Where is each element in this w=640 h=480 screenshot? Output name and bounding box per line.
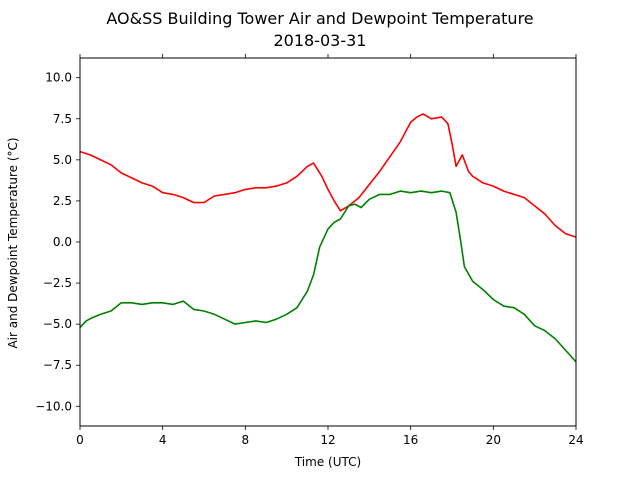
x-tick-label: 0 — [76, 433, 84, 447]
plot-frame — [79, 57, 577, 427]
x-tick-label: 16 — [403, 433, 418, 447]
chart-title: AO&SS Building Tower Air and Dewpoint Te… — [106, 9, 533, 28]
x-tick-label: 12 — [320, 433, 335, 447]
y-tick-label: 5.0 — [53, 153, 72, 167]
plot-area: 0 4 8 12 16 20 24 −10.0 −7.5 −5.0 −2.5 0.0 2.5 5.0 7.5… — [35, 54, 584, 447]
chart-subtitle: 2018-03-31 — [274, 31, 367, 50]
y-tick-label: 0.0 — [53, 235, 72, 249]
y-tick-label: 7.5 — [53, 112, 72, 126]
y-tick-label: −5.0 — [43, 317, 72, 331]
x-tick-label: 20 — [486, 433, 501, 447]
y-tick-label: −7.5 — [43, 358, 72, 372]
x-tick-label: 8 — [242, 433, 250, 447]
y-tick-label: −10.0 — [35, 399, 72, 413]
y-tick-label: 2.5 — [53, 194, 72, 208]
y-tick-label: −2.5 — [43, 276, 72, 290]
series-line-1 — [79, 113, 577, 238]
x-tick-label: 24 — [568, 433, 583, 447]
y-tick-label: 10.0 — [45, 71, 72, 85]
x-axis-label: Time (UTC) — [294, 455, 361, 469]
y-axis-label: Air and Dewpoint Temperature (°C) — [6, 137, 20, 348]
x-tick-label: 4 — [159, 433, 167, 447]
series-line-2 — [79, 190, 577, 363]
